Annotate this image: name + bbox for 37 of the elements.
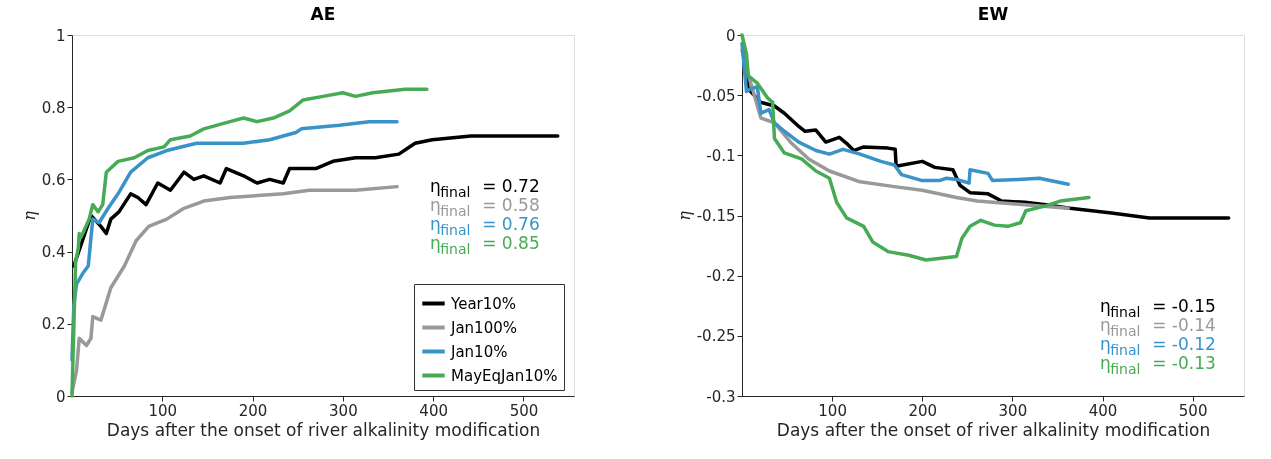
y-tick-label: 0 bbox=[55, 387, 66, 406]
x-tick-label: 300 bbox=[329, 401, 358, 420]
x-tick-label: 400 bbox=[1088, 401, 1118, 420]
legend-label: MayEqJan10% bbox=[451, 366, 558, 385]
x-tick-label: 200 bbox=[908, 401, 938, 420]
y-tick-label: -0.3 bbox=[706, 387, 736, 406]
x-tick-label: 100 bbox=[818, 401, 847, 420]
y-axis-title: η bbox=[19, 210, 39, 221]
y-tick-label: -0.05 bbox=[696, 86, 736, 105]
legend-label: Jan100% bbox=[450, 318, 518, 337]
line-series bbox=[70, 87, 429, 398]
y-tick-label: -0.25 bbox=[696, 327, 736, 346]
x-tick-label: 300 bbox=[998, 401, 1028, 420]
x-tick-label: 500 bbox=[509, 401, 539, 420]
x-axis-title: Days after the onset of river alkalinity modification bbox=[776, 419, 1211, 440]
line-series bbox=[72, 134, 560, 268]
y-tick-label: 1 bbox=[55, 26, 66, 45]
x-tick-label: 400 bbox=[419, 401, 448, 420]
legend-label: Year10% bbox=[450, 294, 517, 313]
line-series bbox=[740, 33, 1091, 262]
y-tick-label: 0 bbox=[725, 26, 736, 45]
y-tick-label: 0.8 bbox=[41, 98, 66, 117]
y-tick-label: -0.1 bbox=[706, 146, 736, 165]
chart-title: AE bbox=[310, 4, 336, 24]
y-tick-label: 0.2 bbox=[41, 315, 66, 334]
legend-label: Jan10% bbox=[450, 342, 508, 361]
line-series bbox=[740, 41, 1071, 186]
y-tick-label: -0.2 bbox=[706, 267, 736, 286]
x-tick-label: 200 bbox=[238, 401, 268, 420]
y-tick-label: 0.6 bbox=[41, 170, 66, 189]
x-axis-title: Days after the onset of river alkalinity modification bbox=[106, 419, 541, 440]
y-tick-label: 0.4 bbox=[41, 243, 66, 262]
y-tick-label: -0.15 bbox=[696, 207, 736, 225]
x-tick-label: 500 bbox=[1178, 401, 1208, 420]
chart-title: EW bbox=[977, 4, 1009, 24]
y-axis-title: η bbox=[674, 210, 694, 221]
x-tick-label: 100 bbox=[148, 401, 178, 420]
